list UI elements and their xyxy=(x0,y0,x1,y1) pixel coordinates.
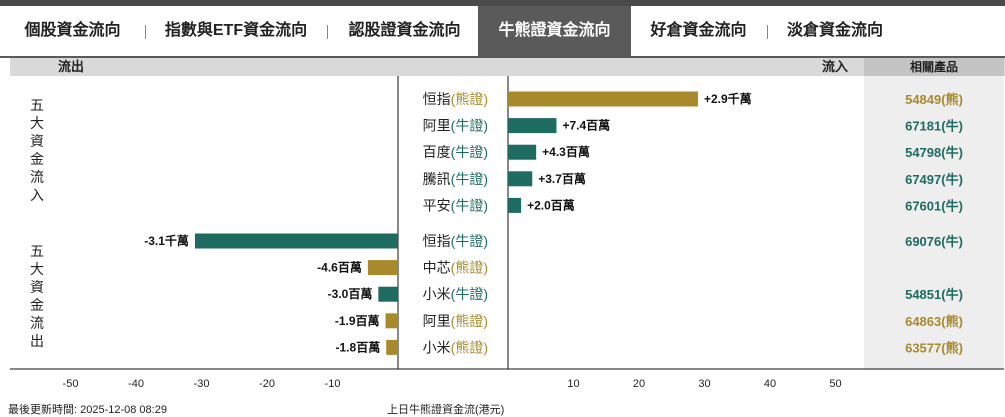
x-tick-label: 50 xyxy=(829,378,841,390)
top-bar xyxy=(0,0,1005,6)
category-label: 平安(牛證) xyxy=(423,197,488,213)
category-label: 阿里(牛證) xyxy=(423,118,488,134)
x-tick-label: -20 xyxy=(259,378,275,390)
tab-stock-fund-flow[interactable]: 個股資金流向 xyxy=(24,22,121,39)
chart-caption: 上日牛熊證資金流(港元) xyxy=(387,404,505,416)
related-product-link[interactable]: 63577(熊) xyxy=(905,340,963,355)
bar xyxy=(385,313,398,329)
data-label: -4.6百萬 xyxy=(317,260,362,275)
related-product-link[interactable]: 54849(熊) xyxy=(905,92,963,107)
bar xyxy=(508,118,557,134)
tab-bar: 個股資金流向 指數與ETF資金流向 認股證資金流向 牛熊證資金流向 好倉資金流向… xyxy=(0,6,1005,56)
x-tick-label: 40 xyxy=(764,378,776,390)
data-label: -3.0百萬 xyxy=(328,286,373,301)
data-label: +4.3百萬 xyxy=(542,144,590,159)
inflow-header: 流入 xyxy=(822,59,849,74)
tab-divider xyxy=(145,25,146,39)
x-tick-label: 20 xyxy=(633,378,645,390)
x-tick-label: -10 xyxy=(325,378,341,390)
tab-divider xyxy=(767,25,768,39)
category-label: 百度(牛證) xyxy=(423,144,488,160)
x-tick-label: 30 xyxy=(698,378,710,390)
category-label: 恒指(熊證) xyxy=(423,91,488,107)
category-label: 小米(熊證) xyxy=(423,339,488,355)
data-label: +7.4百萬 xyxy=(562,118,610,133)
last-updated-time: 最後更新時間: 2025-12-08 08:29 xyxy=(8,404,167,416)
data-label: -1.9百萬 xyxy=(335,313,380,328)
data-label: +2.9千萬 xyxy=(704,91,752,106)
data-label: +2.0百萬 xyxy=(527,197,575,212)
related-product-header: 相關產品 xyxy=(864,58,1004,76)
data-label: -3.1千萬 xyxy=(144,233,189,248)
inflow-group-label: 五大資金流入 xyxy=(30,97,44,203)
bar xyxy=(386,339,398,355)
tab-warrant-fund-flow[interactable]: 認股證資金流向 xyxy=(348,22,461,39)
related-product-link[interactable]: 67497(牛) xyxy=(905,172,963,187)
category-label: 阿里(熊證) xyxy=(423,313,488,329)
category-label: 恒指(牛證) xyxy=(423,233,488,249)
related-product-link[interactable]: 67181(牛) xyxy=(905,119,963,134)
x-tick-label: -40 xyxy=(128,378,144,390)
x-tick-label: -50 xyxy=(63,378,79,390)
chart-header-bar xyxy=(10,58,1005,76)
tab-short-fund-flow[interactable]: 淡倉資金流向 xyxy=(786,22,883,39)
category-label: 騰訊(牛證) xyxy=(423,171,488,187)
tab-cbbc-fund-flow[interactable]: 牛熊證資金流向 xyxy=(478,6,631,56)
bar xyxy=(378,286,398,302)
bar xyxy=(194,233,398,249)
x-tick-label: 10 xyxy=(567,378,579,390)
data-label: -1.8百萬 xyxy=(336,339,381,354)
bar xyxy=(508,197,522,213)
outflow-group-label: 五大資金流出 xyxy=(30,243,44,349)
outflow-header: 流出 xyxy=(58,59,85,74)
bar xyxy=(367,260,398,276)
related-product-column xyxy=(864,76,1004,369)
category-label: 中芯(熊證) xyxy=(423,260,488,276)
related-product-link[interactable]: 67601(牛) xyxy=(905,198,963,213)
related-product-link[interactable]: 54798(牛) xyxy=(905,145,963,160)
bar xyxy=(508,91,698,107)
related-product-link[interactable]: 64863(熊) xyxy=(905,314,963,329)
tab-index-etf-fund-flow[interactable]: 指數與ETF資金流向 xyxy=(164,22,308,39)
category-label: 小米(牛證) xyxy=(423,286,488,302)
bar xyxy=(508,144,537,160)
tab-long-fund-flow[interactable]: 好倉資金流向 xyxy=(650,22,747,39)
related-product-link[interactable]: 54851(牛) xyxy=(905,287,963,302)
x-tick-label: -30 xyxy=(194,378,210,390)
tab-divider xyxy=(327,25,328,39)
related-product-link[interactable]: 69076(牛) xyxy=(905,234,963,249)
bar xyxy=(508,171,533,187)
tab-underline xyxy=(0,56,1005,58)
data-label: +3.7百萬 xyxy=(538,171,586,186)
